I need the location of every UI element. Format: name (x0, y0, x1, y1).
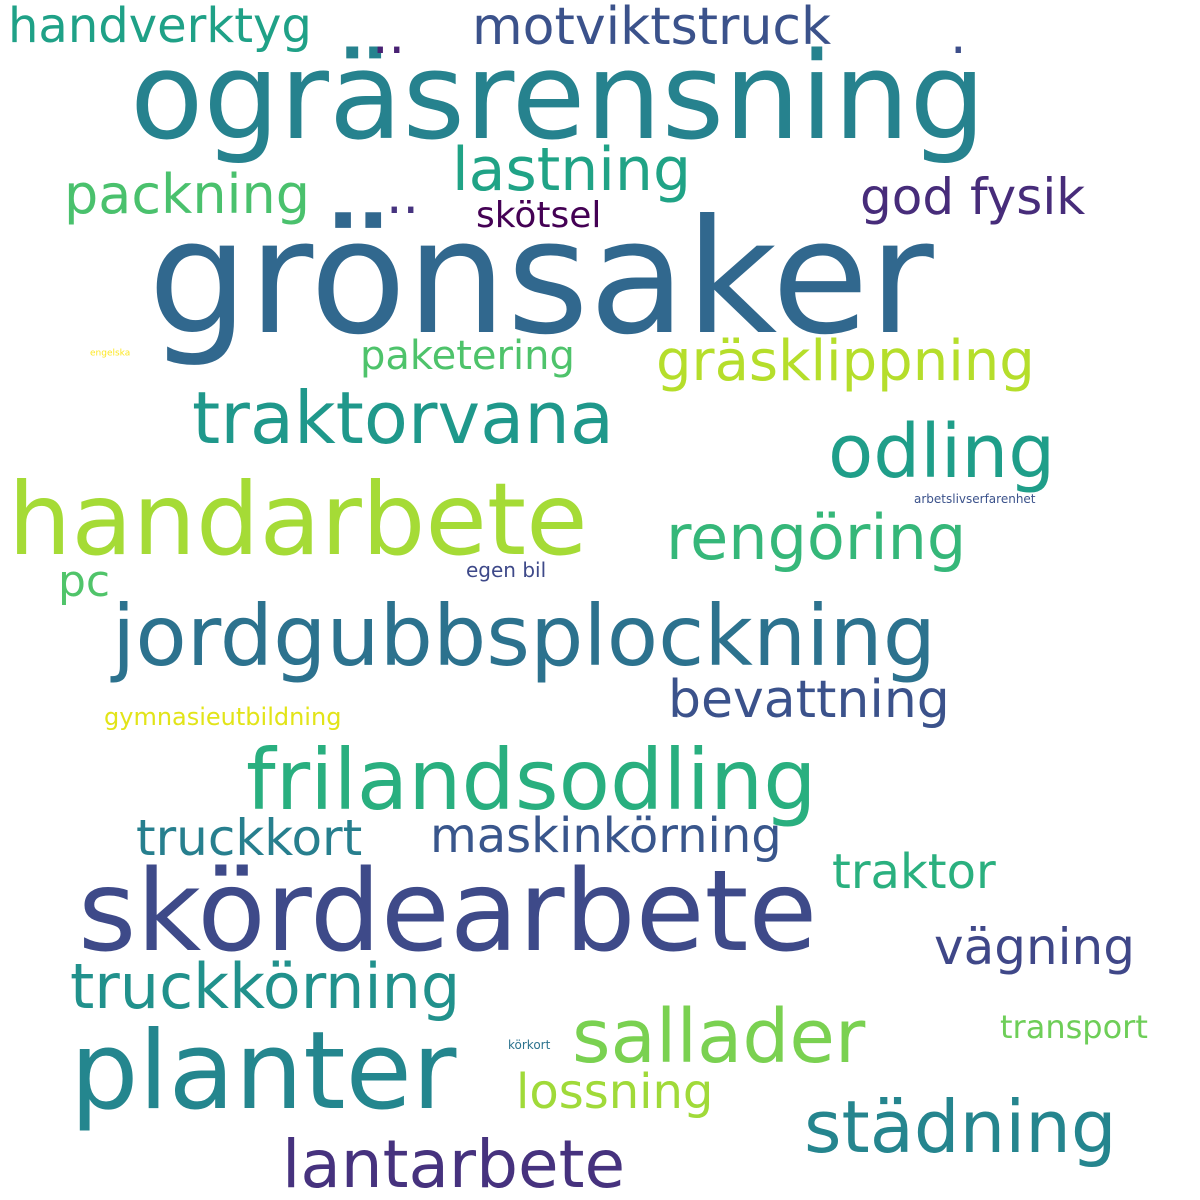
word-lossning: lossning (516, 1064, 714, 1120)
word-gymnasieutbildning: gymnasieutbildning (104, 703, 342, 731)
word-sallader: sallader (572, 994, 866, 1080)
word-handarbete: handarbete (8, 461, 588, 578)
word-ellipsis: .. (372, 6, 406, 66)
word-planter: planter (70, 1009, 457, 1134)
word-lastning: lastning (452, 135, 692, 205)
word-egen-bil: egen bil (466, 558, 547, 582)
word-arbetslivserfarenhet: arbetslivserfarenhet (914, 492, 1036, 506)
word-ograsrensning: ogräsrensning (130, 28, 986, 167)
word-motviktstruck: motviktstruck (472, 0, 832, 57)
word-engelska: engelska (90, 348, 131, 359)
word-truckkorning: truckkörning (70, 950, 461, 1023)
word-handverktyg: handverktyg (8, 0, 312, 54)
word-pc: pc (58, 556, 111, 607)
word-grasklippning: gräsklippning (656, 329, 1035, 394)
word-skotsel: skötsel (476, 195, 602, 236)
word-odling: odling (828, 409, 1056, 495)
word-god-fysik: god fysik (860, 168, 1086, 226)
word-vagning: vägning (934, 918, 1135, 976)
word-rengoring: rengöring (666, 501, 967, 574)
word-frilandsodling: frilandsodling (246, 731, 817, 829)
word-maskinkorning: maskinkörning (430, 808, 782, 864)
word-stadning: städning (804, 1085, 1117, 1169)
word-ellipsis: .. (386, 166, 420, 226)
word-gronsaker: grönsaker (148, 186, 934, 370)
word-paketering: paketering (360, 333, 575, 379)
word-skordearbete: skördearbete (78, 847, 818, 977)
word-truckkort: truckkort (136, 809, 363, 867)
word-bevattning: bevattning (668, 670, 950, 730)
word-lantarbete: lantarbete (282, 1126, 626, 1200)
word-traktorvana: traktorvana (192, 376, 615, 460)
word-transport: transport (1000, 1008, 1148, 1046)
word-period: . (950, 6, 967, 66)
word-jordgubbsplockning: jordgubbsplockning (112, 587, 937, 685)
word-korkort: körkort (508, 1038, 551, 1052)
word-packning: packning (64, 163, 311, 226)
word-traktor: traktor (832, 844, 996, 900)
